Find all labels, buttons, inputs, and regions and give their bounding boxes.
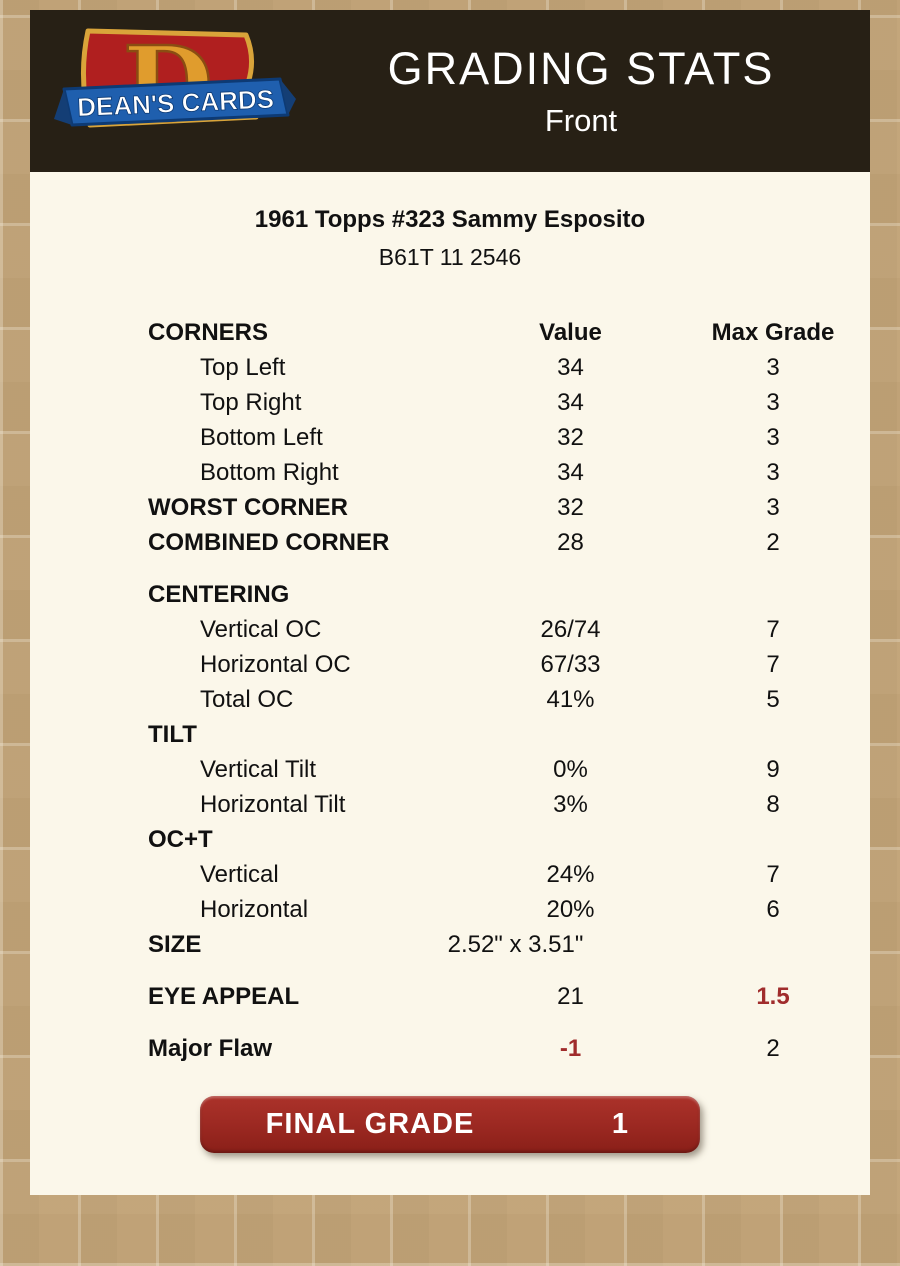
row-value: 3%	[553, 790, 588, 818]
row-label: OC+T	[148, 825, 213, 853]
row-max: Max Grade	[711, 318, 835, 346]
row-label: Total OC	[200, 685, 294, 713]
table-row: Horizontal OC 67/33 7	[30, 647, 870, 682]
row-max: 9	[766, 755, 780, 783]
row-label: TILT	[148, 720, 197, 748]
row-max: 3	[766, 493, 780, 521]
row-label: Horizontal Tilt	[200, 790, 346, 818]
table-row: Horizontal 20% 6	[30, 892, 870, 927]
table-row: Major Flaw -1 2	[30, 1031, 870, 1066]
row-max: 7	[766, 860, 780, 888]
header-bar: D DEAN'S CARDS GRADING STATS Front	[30, 10, 870, 172]
row-max: 3	[766, 458, 780, 486]
table-row: Vertical OC 26/74 7	[30, 612, 870, 647]
row-label: Major Flaw	[148, 1034, 273, 1062]
row-value: 0%	[553, 755, 588, 783]
row-value: -1	[559, 1034, 582, 1062]
final-grade-value: 1	[611, 1108, 629, 1140]
row-max: 3	[766, 388, 780, 416]
row-label: Top Right	[200, 388, 302, 416]
table-row: Total OC 41% 5	[30, 682, 870, 717]
table-row: Vertical 24% 7	[30, 857, 870, 892]
row-value: 21	[557, 982, 584, 1010]
table-row: Horizontal Tilt 3% 8	[30, 787, 870, 822]
row-max: 1.5	[756, 982, 790, 1010]
stats-panel: 1961 Topps #323 Sammy Esposito B61T 11 2…	[30, 172, 870, 1195]
row-value: 26/74	[540, 615, 601, 643]
row-label: Vertical Tilt	[200, 755, 317, 783]
row-value: Value	[539, 318, 602, 346]
stats-table: CORNERS Value Max Grade Top Left 34 3 To…	[30, 315, 870, 1066]
table-row: TILT	[30, 717, 870, 752]
grading-stats-title: GRADING STATS	[387, 43, 775, 94]
row-value: 34	[557, 458, 584, 486]
row-value: 34	[557, 353, 584, 381]
deans-cards-logo: D DEAN'S CARDS	[48, 21, 298, 160]
row-value: 28	[557, 528, 584, 556]
row-value: 67/33	[540, 650, 601, 678]
row-max: 6	[766, 895, 780, 923]
table-row: Vertical Tilt 0% 9	[30, 752, 870, 787]
row-label: Bottom Left	[200, 423, 323, 451]
row-label: Bottom Right	[200, 458, 339, 486]
row-max: 3	[766, 423, 780, 451]
table-row: Top Right 34 3	[30, 385, 870, 420]
row-value: 34	[557, 388, 584, 416]
table-row: CENTERING	[30, 577, 870, 612]
row-max: 7	[766, 650, 780, 678]
table-row: CORNERS Value Max Grade	[30, 315, 870, 350]
table-row: WORST CORNER 32 3	[30, 490, 870, 525]
row-max: 7	[766, 615, 780, 643]
row-max: 5	[766, 685, 780, 713]
row-label: WORST CORNER	[148, 493, 348, 521]
card-code: B61T 11 2546	[378, 244, 522, 270]
row-max: 8	[766, 790, 780, 818]
table-row: EYE APPEAL 21 1.5	[30, 979, 870, 1014]
row-label: CENTERING	[148, 580, 290, 608]
row-max: 2	[766, 528, 780, 556]
header-titles: GRADING STATS Front	[298, 43, 870, 139]
row-value: 2.52" x 3.51"	[447, 930, 584, 958]
row-max: 3	[766, 353, 780, 381]
row-label: EYE APPEAL	[148, 982, 300, 1010]
front-subtitle: Front	[544, 103, 618, 138]
table-row: OC+T	[30, 822, 870, 857]
table-row: Top Left 34 3	[30, 350, 870, 385]
row-label: Horizontal	[200, 895, 309, 923]
row-label: COMBINED CORNER	[148, 528, 390, 556]
row-value: 41%	[546, 685, 595, 713]
table-row: Bottom Left 32 3	[30, 420, 870, 455]
content-frame: D DEAN'S CARDS GRADING STATS Front 1961 …	[30, 10, 870, 1195]
row-label: Vertical	[200, 860, 279, 888]
final-grade-label: FINAL GRADE	[265, 1108, 475, 1140]
row-value: 32	[557, 423, 584, 451]
row-label: CORNERS	[148, 318, 269, 346]
row-label: Top Left	[200, 353, 286, 381]
table-row: SIZE 2.52" x 3.51"	[30, 927, 870, 962]
final-grade-button: FINAL GRADE 1	[200, 1096, 700, 1153]
row-value: 32	[557, 493, 584, 521]
row-value: 20%	[546, 895, 595, 923]
row-value: 24%	[546, 860, 595, 888]
row-label: SIZE	[148, 930, 202, 958]
row-label: Vertical OC	[200, 615, 322, 643]
row-label: Horizontal OC	[200, 650, 351, 678]
table-row: COMBINED CORNER 28 2	[30, 525, 870, 560]
row-max: 2	[766, 1034, 780, 1062]
card-title: 1961 Topps #323 Sammy Esposito	[254, 206, 646, 233]
table-row: Bottom Right 34 3	[30, 455, 870, 490]
deans-cards-logo-image: D DEAN'S CARDS	[54, 21, 296, 147]
